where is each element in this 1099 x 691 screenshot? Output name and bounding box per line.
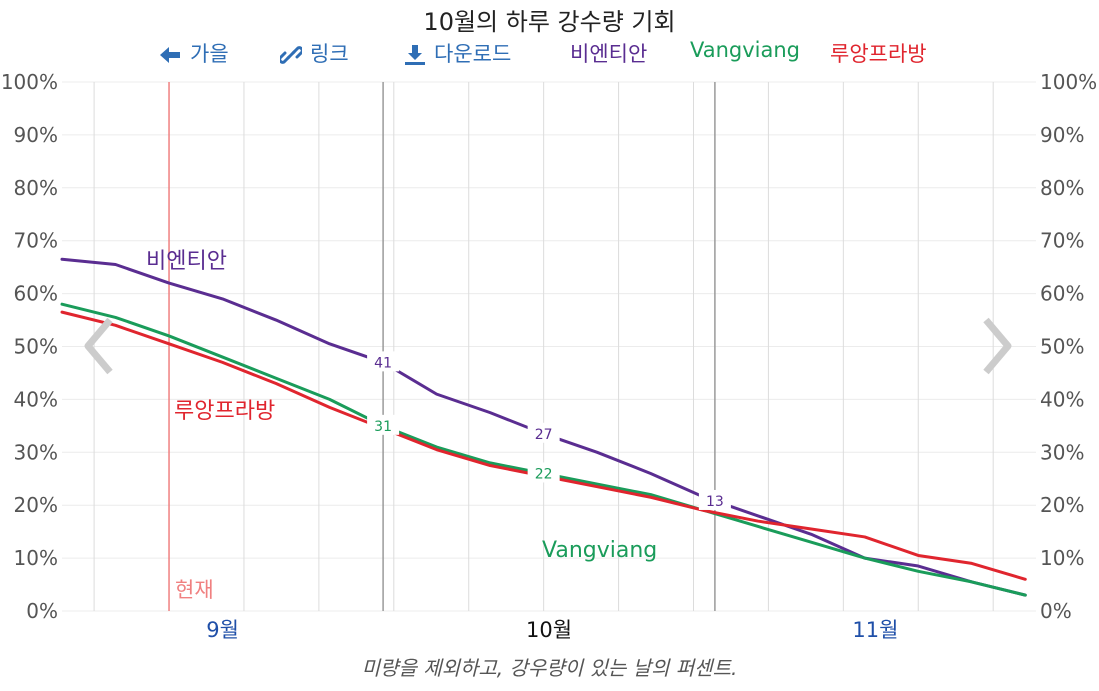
y-tick-label-right: 80% xyxy=(1040,176,1084,200)
y-tick-label-left: 20% xyxy=(14,493,58,517)
y-tick-label-left: 90% xyxy=(14,123,58,147)
data-label: 41 xyxy=(374,355,392,371)
series-inline-label: 비엔티안 xyxy=(146,249,227,274)
data-annotations: 41 31 27 22 13 xyxy=(367,351,731,510)
annotation-bg xyxy=(367,351,400,372)
y-tick-label-right: 60% xyxy=(1040,282,1084,306)
y-tick-label-left: 60% xyxy=(14,282,58,306)
footer-note: 미량을 제외하고, 강우량이 있는 날의 퍼센트. xyxy=(361,656,738,680)
y-tick-label-left: 50% xyxy=(14,335,58,359)
series-inline-label: Vangviang xyxy=(542,538,657,563)
y-tick-label-right: 100% xyxy=(1040,70,1097,94)
y-tick-label-left: 40% xyxy=(14,387,58,411)
gridlines xyxy=(62,81,1036,612)
now-label: 현재 xyxy=(175,578,214,602)
y-tick-label-right: 70% xyxy=(1040,229,1084,253)
annotation-bg xyxy=(527,422,560,443)
y-tick-label-right: 0% xyxy=(1040,599,1072,623)
y-tick-label-right: 50% xyxy=(1040,335,1084,359)
link-icon xyxy=(280,46,302,64)
y-tick-label-right: 90% xyxy=(1040,123,1084,147)
legend-vientiane[interactable]: 비엔티안 xyxy=(570,42,648,66)
y-tick-label-left: 30% xyxy=(14,440,58,464)
annotation-bg xyxy=(698,489,731,510)
toolbar: 가을 링크 다운로드 비엔티안 Vangviang 루앙프라방 xyxy=(0,38,1099,72)
y-axis-left: 0% 10% 20% 30% 40% 50% 60% 70% 80% 90% 100% xyxy=(1,70,58,623)
month-label: 10월 xyxy=(526,618,572,642)
y-tick-label-right: 20% xyxy=(1040,493,1084,517)
link-label: 링크 xyxy=(310,42,349,66)
x-axis-months: 9월 10월 11월 xyxy=(206,618,898,642)
chart-title: 10월의 하루 강수량 기회 xyxy=(423,8,676,36)
back-label: 가을 xyxy=(190,42,229,66)
y-tick-label-left: 10% xyxy=(14,546,58,570)
data-label: 22 xyxy=(535,466,553,482)
download-icon xyxy=(405,45,425,65)
chevron-left-icon[interactable] xyxy=(80,316,120,376)
y-tick-label-left: 100% xyxy=(1,70,58,94)
download-button[interactable]: 다운로드 xyxy=(404,38,511,68)
download-label: 다운로드 xyxy=(434,42,512,66)
y-tick-label-left: 0% xyxy=(26,599,58,623)
arrow-left-icon xyxy=(160,47,180,63)
y-tick-label-right: 40% xyxy=(1040,387,1084,411)
y-tick-label-left: 70% xyxy=(14,229,58,253)
month-label: 9월 xyxy=(206,618,239,642)
legend-vangviang[interactable]: Vangviang xyxy=(690,38,801,62)
y-tick-label-right: 10% xyxy=(1040,546,1084,570)
chevron-right-icon[interactable] xyxy=(976,316,1016,376)
back-button[interactable]: 가을 xyxy=(158,38,229,68)
y-axis-right: 0% 10% 20% 30% 40% 50% 60% 70% 80% 90% 100% xyxy=(1040,70,1097,623)
data-label: 13 xyxy=(706,494,724,510)
annotation-bg xyxy=(367,414,400,435)
legend-luang-prabang[interactable]: 루앙프라방 xyxy=(830,42,927,66)
month-label: 11월 xyxy=(852,618,898,642)
y-tick-label-right: 30% xyxy=(1040,440,1084,464)
annotation-bg xyxy=(527,462,560,483)
data-label: 31 xyxy=(374,419,392,435)
link-button[interactable]: 링크 xyxy=(280,38,349,68)
data-label: 27 xyxy=(535,427,553,443)
y-tick-label-left: 80% xyxy=(14,176,58,200)
now-marker: 현재 xyxy=(168,82,214,611)
series-inline-label: 루앙프라방 xyxy=(174,399,275,424)
